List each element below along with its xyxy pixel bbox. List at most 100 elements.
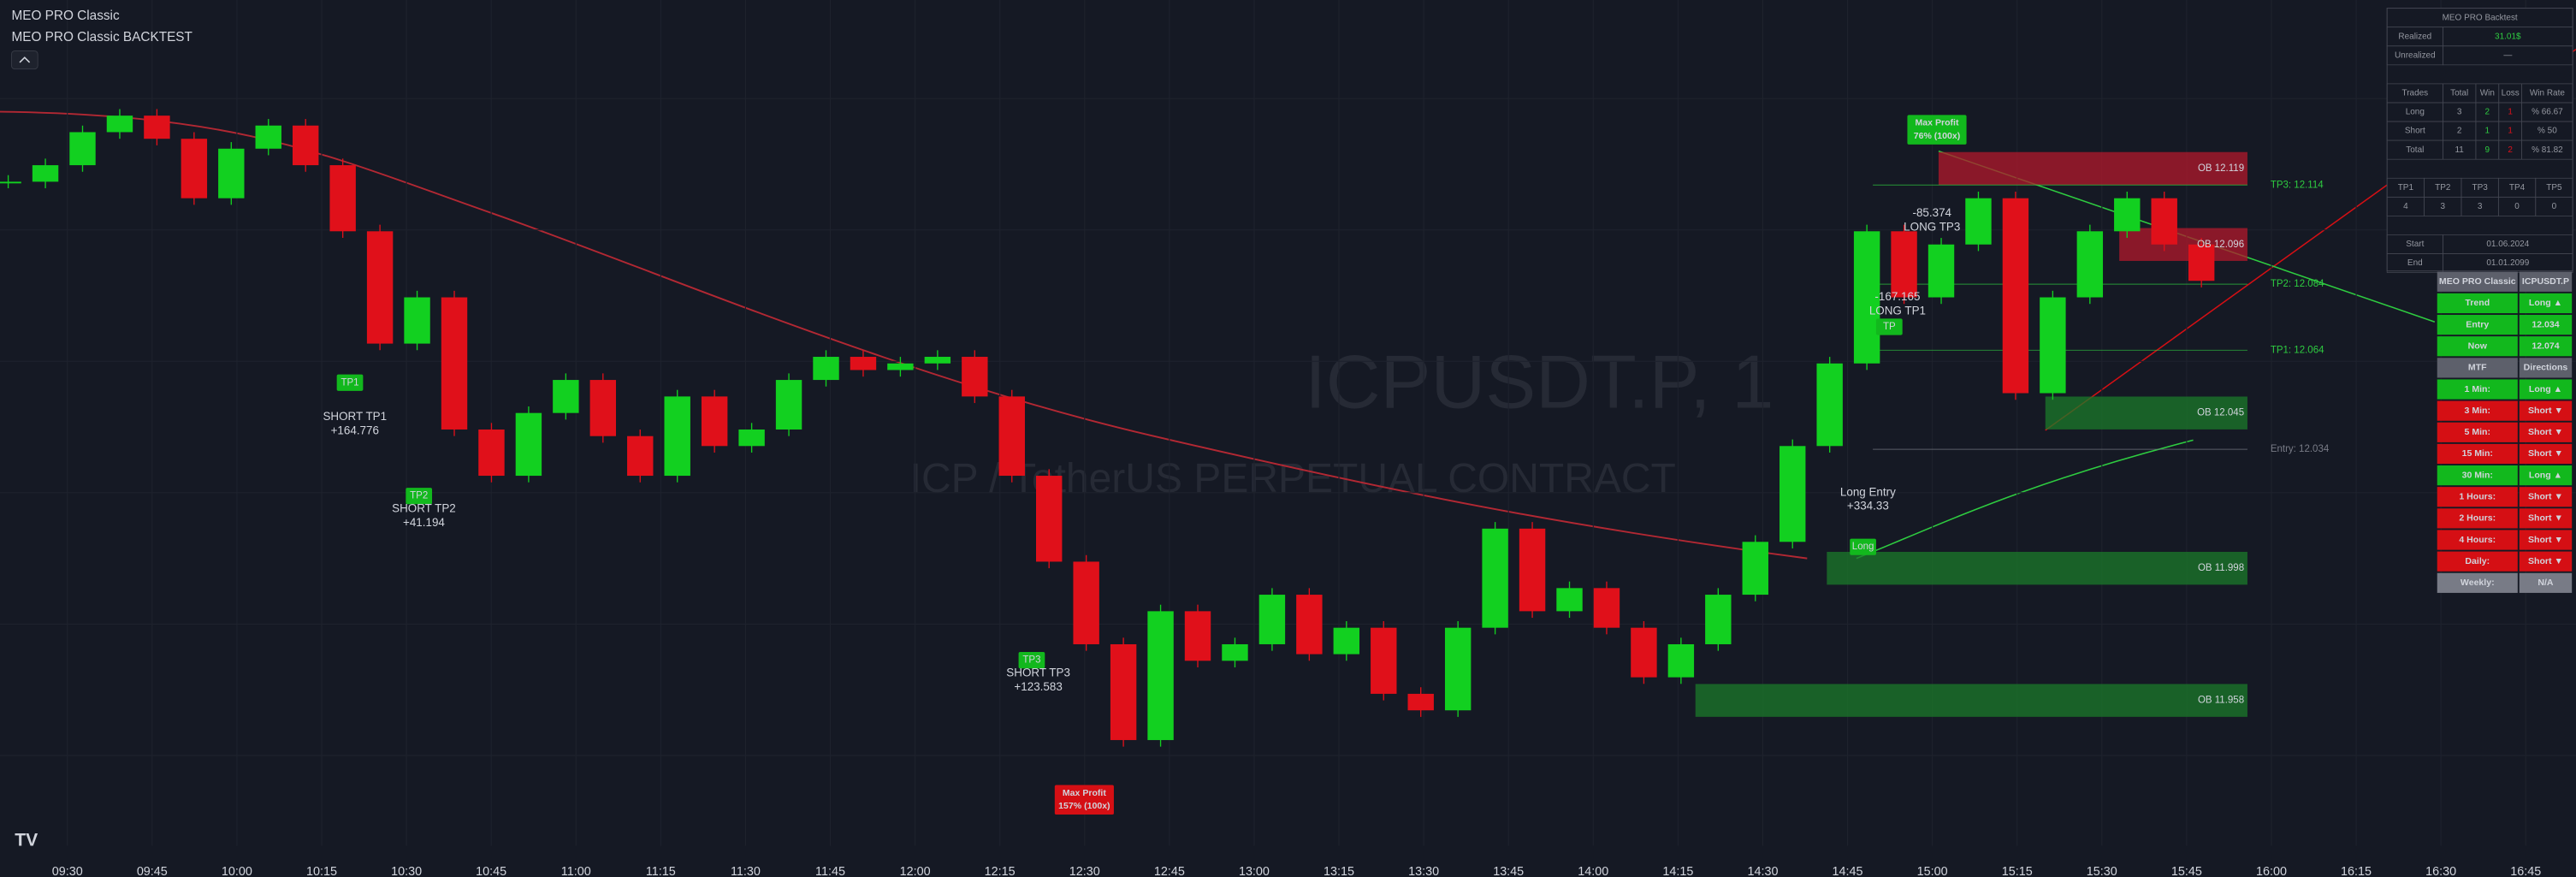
annotation-tag-box <box>1018 652 1045 669</box>
table-cell: 1 <box>2508 108 2513 117</box>
candle-body <box>2002 198 2029 394</box>
classic-text: Short ▼ <box>2528 492 2563 502</box>
classic-cell <box>2519 487 2573 507</box>
candle-body <box>329 165 356 232</box>
classic-text: Now <box>2468 341 2488 352</box>
level-label: TP2: 12.084 <box>2271 279 2324 289</box>
candle-body <box>1371 627 1397 694</box>
candle-body <box>0 181 21 184</box>
table-cell: TP1 <box>2398 183 2414 193</box>
candle-body <box>1928 244 1955 298</box>
classic-cell <box>2437 336 2518 357</box>
classic-cell <box>2437 530 2518 550</box>
order-block-label: OB 12.096 <box>2197 240 2244 250</box>
collapse-icon <box>19 56 31 63</box>
annotation-tag: Long <box>1852 542 1874 552</box>
classic-cell <box>2437 293 2518 314</box>
table-value: — <box>2503 50 2512 60</box>
collapse-button[interactable] <box>10 50 38 70</box>
table-title: MEO PRO Backtest <box>2443 13 2518 22</box>
table-value: 31.01$ <box>2495 32 2521 41</box>
candle-body <box>144 116 170 139</box>
table-cell: % 66.67 <box>2532 108 2563 117</box>
candle-body <box>1482 528 1508 628</box>
level-label: TP3: 12.114 <box>2271 180 2324 190</box>
time-label: 10:15 <box>306 865 337 877</box>
classic-text: N/A <box>2538 578 2554 588</box>
table-cell: 0 <box>2514 202 2520 211</box>
candle-body <box>366 231 394 344</box>
candle-body <box>924 357 951 364</box>
table-cell: TP3 <box>2472 183 2489 193</box>
candle-body <box>1631 627 1657 678</box>
time-label: 15:45 <box>2171 865 2202 877</box>
table-cell: Loss <box>2502 89 2520 98</box>
time-label: 16:30 <box>2425 865 2456 877</box>
time-label: 12:30 <box>1069 865 1100 877</box>
classic-cell <box>2519 314 2573 335</box>
candle-body <box>1780 446 1806 542</box>
time-label: 10:45 <box>476 865 506 877</box>
candle-body <box>1444 627 1472 711</box>
table-value: 01.01.2099 <box>2486 258 2529 268</box>
time-label: 12:45 <box>1154 865 1185 877</box>
table-cell: Trades <box>2401 89 2428 98</box>
classic-text: Long ▲ <box>2529 384 2562 394</box>
table-cell-cell <box>2535 196 2573 216</box>
annotation-tag-box <box>336 374 364 391</box>
classic-text: 1 Min: <box>2465 384 2490 394</box>
time-label: 09:30 <box>52 865 83 877</box>
time-label: 16:00 <box>2256 865 2287 877</box>
table-cell: Long <box>2406 108 2425 117</box>
classic-text: 5 Min: <box>2465 427 2490 437</box>
table-cell: % 81.82 <box>2532 145 2563 155</box>
order-block-label: OB 11.998 <box>2198 563 2244 573</box>
table-cell: % 50 <box>2538 127 2557 136</box>
candle-body <box>1705 595 1732 644</box>
classic-cell <box>2519 379 2573 400</box>
classic-cell <box>2519 572 2573 593</box>
table-cell: 2 <box>2457 127 2462 136</box>
candle-body <box>1222 643 1248 661</box>
classic-text: Short ▼ <box>2528 427 2563 437</box>
candle-body <box>404 297 430 344</box>
classic-cell <box>2519 271 2573 292</box>
candle-body <box>181 139 208 199</box>
table-label: Unrealized <box>2395 50 2436 60</box>
candle-body <box>1333 627 1360 655</box>
candle-body <box>1853 231 1880 364</box>
max-profit-text: 157% (100x) <box>1058 801 1110 811</box>
order-block-label: OB 12.045 <box>2197 408 2244 418</box>
time-label: 13:00 <box>1239 865 1270 877</box>
annotation-text: SHORT TP1 <box>323 410 387 423</box>
classic-cell <box>2437 465 2518 486</box>
time-label: 14:30 <box>1747 865 1778 877</box>
classic-text: 4 Hours: <box>2459 535 2496 545</box>
classic-cell <box>2519 422 2573 442</box>
table-cell: Short <box>2405 127 2425 136</box>
candle-body <box>515 412 542 477</box>
time-label: 13:45 <box>1493 865 1524 877</box>
order-block <box>2045 396 2247 430</box>
table-cell: TP2 <box>2435 183 2451 193</box>
table-cell: 2 <box>2485 108 2490 117</box>
indicator-subtitle: MEO PRO Classic BACKTEST <box>11 30 192 44</box>
classic-cell <box>2437 422 2518 442</box>
candle-body <box>1742 542 1768 596</box>
candle-body <box>887 363 914 370</box>
table-cell: TP5 <box>2546 183 2562 193</box>
classic-text: 12.074 <box>2532 341 2559 352</box>
max-profit-box <box>1907 115 1967 145</box>
candle-body <box>1965 198 1992 245</box>
candle-body <box>2151 198 2177 245</box>
candle-body <box>627 436 654 477</box>
classic-text: Daily: <box>2465 556 2490 566</box>
annotation-text: Long Entry <box>1840 485 1896 498</box>
candle-body <box>813 357 839 381</box>
candle-body <box>850 357 877 370</box>
candle-body <box>998 396 1025 477</box>
candle-body <box>1519 528 1546 612</box>
classic-text: Entry <box>2466 319 2489 329</box>
